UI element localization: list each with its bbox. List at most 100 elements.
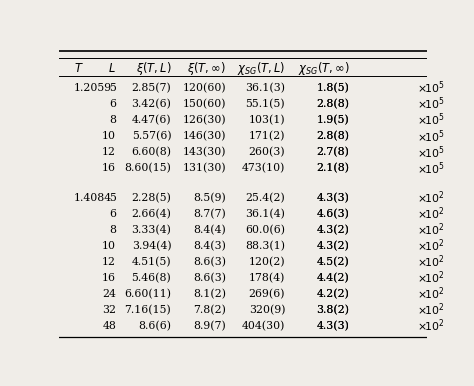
Text: 8.5(9): 8.5(9) <box>194 193 227 203</box>
Text: 4.3(3): 4.3(3) <box>317 193 349 203</box>
Text: 8.6(3): 8.6(3) <box>193 257 227 267</box>
Text: 60.0(6): 60.0(6) <box>245 225 285 235</box>
Text: 6: 6 <box>109 99 116 109</box>
Text: 4.5(2): 4.5(2) <box>317 257 349 267</box>
Text: 48: 48 <box>102 321 116 331</box>
Text: 2.8(8): 2.8(8) <box>317 99 349 109</box>
Text: 4.5(2): 4.5(2) <box>317 257 349 267</box>
Text: 3.94(4): 3.94(4) <box>132 241 171 251</box>
Text: 171(2): 171(2) <box>249 131 285 141</box>
Text: 8.6(3): 8.6(3) <box>193 273 227 283</box>
Text: 8.6(6): 8.6(6) <box>138 321 171 331</box>
Text: 8.1(2): 8.1(2) <box>193 289 227 299</box>
Text: $T$: $T$ <box>74 62 84 75</box>
Text: 4.3(3): 4.3(3) <box>317 321 349 331</box>
Text: 404(30): 404(30) <box>242 321 285 331</box>
Text: 2.7(8): 2.7(8) <box>317 147 349 157</box>
Text: 2.28(5): 2.28(5) <box>131 193 171 203</box>
Text: 1.4084: 1.4084 <box>74 193 112 203</box>
Text: 3.42(6): 3.42(6) <box>131 99 171 109</box>
Text: 2.1(8): 2.1(8) <box>317 163 349 173</box>
Text: 5: 5 <box>109 83 116 93</box>
Text: 120(2): 120(2) <box>248 257 285 267</box>
Text: 3.33(4): 3.33(4) <box>131 225 171 235</box>
Text: 4.6(3): 4.6(3) <box>317 209 349 219</box>
Text: 8.7(7): 8.7(7) <box>194 209 227 219</box>
Text: $\times\!10^{5}$: $\times\!10^{5}$ <box>418 80 445 96</box>
Text: 2.8(8): 2.8(8) <box>317 99 349 109</box>
Text: $\times\!10^{5}$: $\times\!10^{5}$ <box>418 112 445 129</box>
Text: 4.3(3): 4.3(3) <box>317 321 349 331</box>
Text: $\times\!10^{2}$: $\times\!10^{2}$ <box>418 270 445 286</box>
Text: $\times\!10^{2}$: $\times\!10^{2}$ <box>418 190 445 206</box>
Text: $\times\!10^{2}$: $\times\!10^{2}$ <box>418 222 445 238</box>
Text: 146(30): 146(30) <box>183 131 227 141</box>
Text: 16: 16 <box>102 163 116 173</box>
Text: 12: 12 <box>102 257 116 267</box>
Text: 5.57(6): 5.57(6) <box>132 131 171 141</box>
Text: 4.3(2): 4.3(2) <box>317 241 349 251</box>
Text: 4.2(2): 4.2(2) <box>317 289 349 299</box>
Text: 2.85(7): 2.85(7) <box>132 83 171 93</box>
Text: 6.60(8): 6.60(8) <box>131 147 171 157</box>
Text: 8.4(3): 8.4(3) <box>193 241 227 251</box>
Text: 3.8(2): 3.8(2) <box>317 305 349 315</box>
Text: 1.8(5): 1.8(5) <box>317 83 349 93</box>
Text: 4.3(2): 4.3(2) <box>317 241 349 251</box>
Text: 120(60): 120(60) <box>183 83 227 93</box>
Text: 36.1(3): 36.1(3) <box>245 83 285 93</box>
Text: 8.60(15): 8.60(15) <box>124 163 171 173</box>
Text: 1.8(5): 1.8(5) <box>317 83 349 93</box>
Text: 2.8(8): 2.8(8) <box>317 131 349 141</box>
Text: 8.9(7): 8.9(7) <box>194 321 227 331</box>
Text: $\times\!10^{2}$: $\times\!10^{2}$ <box>418 205 445 222</box>
Text: 36.1(4): 36.1(4) <box>246 209 285 219</box>
Text: $\times\!10^{2}$: $\times\!10^{2}$ <box>418 254 445 270</box>
Text: $\times\!10^{5}$: $\times\!10^{5}$ <box>418 144 445 161</box>
Text: 8: 8 <box>109 225 116 235</box>
Text: 2.1(8): 2.1(8) <box>317 163 349 173</box>
Text: $\times\!10^{2}$: $\times\!10^{2}$ <box>418 318 445 334</box>
Text: 4.3(2): 4.3(2) <box>317 225 349 235</box>
Text: $\chi_{SG}(T,\infty)$: $\chi_{SG}(T,\infty)$ <box>298 60 349 77</box>
Text: 24: 24 <box>102 289 116 299</box>
Text: 10: 10 <box>102 241 116 251</box>
Text: 7.16(15): 7.16(15) <box>125 305 171 315</box>
Text: 8: 8 <box>109 115 116 125</box>
Text: $L$: $L$ <box>109 62 116 75</box>
Text: $\xi(T,\infty)$: $\xi(T,\infty)$ <box>188 60 227 77</box>
Text: 143(30): 143(30) <box>183 147 227 157</box>
Text: 1.2059: 1.2059 <box>74 83 112 93</box>
Text: 4.3(3): 4.3(3) <box>317 193 349 203</box>
Text: 3.8(2): 3.8(2) <box>317 305 349 315</box>
Text: 4.4(2): 4.4(2) <box>317 273 349 283</box>
Text: 473(10): 473(10) <box>242 163 285 173</box>
Text: 6: 6 <box>109 209 116 219</box>
Text: 131(30): 131(30) <box>183 163 227 173</box>
Text: 150(60): 150(60) <box>183 99 227 109</box>
Text: $\times\!10^{5}$: $\times\!10^{5}$ <box>418 96 445 112</box>
Text: $\times\!10^{5}$: $\times\!10^{5}$ <box>418 160 445 177</box>
Text: 4.51(5): 4.51(5) <box>132 257 171 267</box>
Text: 16: 16 <box>102 273 116 283</box>
Text: $\times\!10^{5}$: $\times\!10^{5}$ <box>418 128 445 144</box>
Text: 4.6(3): 4.6(3) <box>317 209 349 219</box>
Text: 4.4(2): 4.4(2) <box>317 273 349 283</box>
Text: 269(6): 269(6) <box>249 289 285 299</box>
Text: 1.9(5): 1.9(5) <box>317 115 349 125</box>
Text: $\times\!10^{2}$: $\times\!10^{2}$ <box>418 302 445 318</box>
Text: $\times\!10^{2}$: $\times\!10^{2}$ <box>418 286 445 302</box>
Text: 55.1(5): 55.1(5) <box>246 99 285 109</box>
Text: 320(9): 320(9) <box>249 305 285 315</box>
Text: 32: 32 <box>102 305 116 315</box>
Text: 12: 12 <box>102 147 116 157</box>
Text: 25.4(2): 25.4(2) <box>246 193 285 203</box>
Text: 6.60(11): 6.60(11) <box>124 289 171 299</box>
Text: 178(4): 178(4) <box>249 273 285 283</box>
Text: 1.9(5): 1.9(5) <box>317 115 349 125</box>
Text: 2.7(8): 2.7(8) <box>317 147 349 157</box>
Text: 5.46(8): 5.46(8) <box>132 273 171 283</box>
Text: 4.3(2): 4.3(2) <box>317 225 349 235</box>
Text: 2.8(8): 2.8(8) <box>317 131 349 141</box>
Text: 4.47(6): 4.47(6) <box>132 115 171 125</box>
